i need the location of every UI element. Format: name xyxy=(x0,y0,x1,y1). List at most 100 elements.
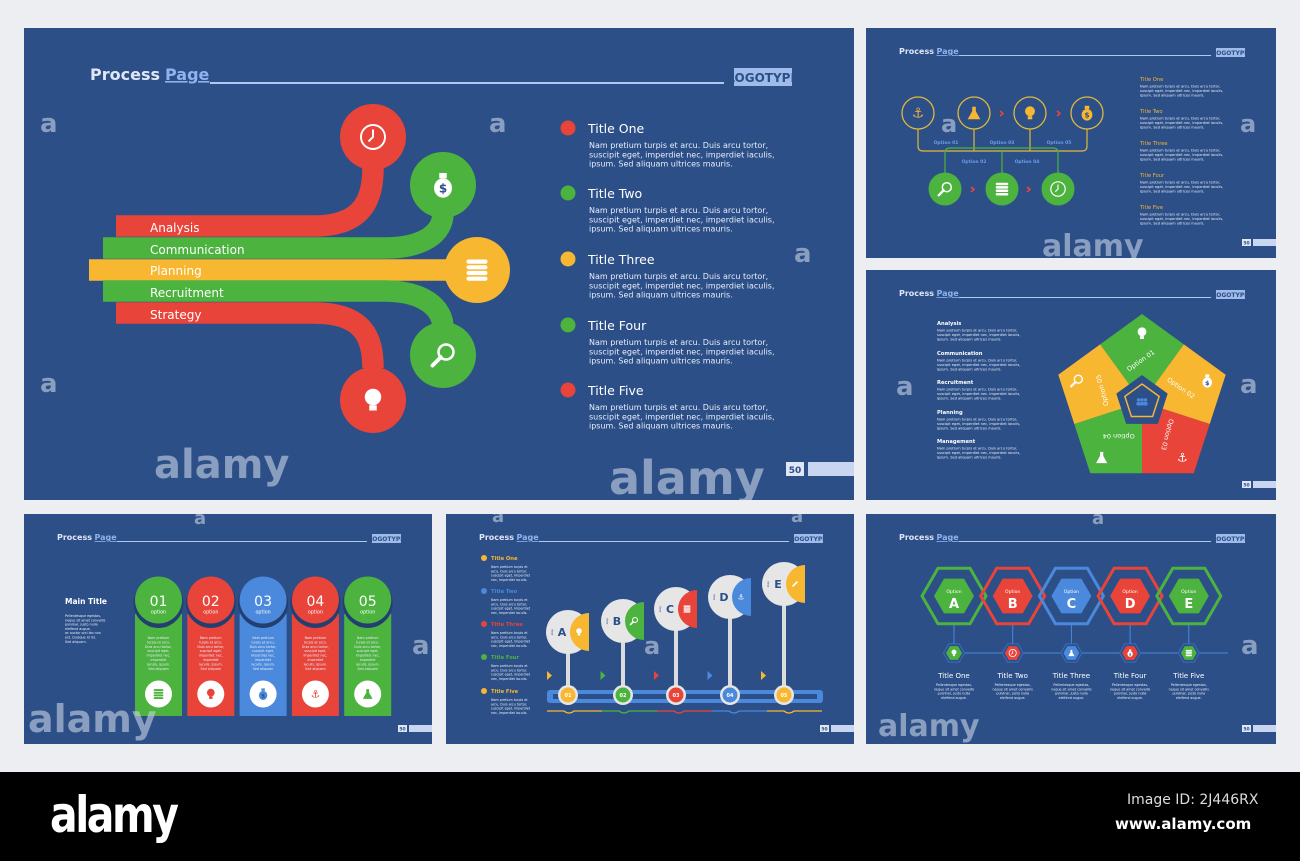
hex-option-label: Option xyxy=(1064,589,1079,595)
column-number: 04 xyxy=(306,594,324,610)
coin xyxy=(995,192,1009,196)
watermark: a xyxy=(194,514,206,529)
body-text-line: iaculis, ipsum. xyxy=(147,662,171,666)
anchor-icon: ⚓ xyxy=(1177,451,1188,465)
header-process: Process xyxy=(479,533,514,542)
search-icon xyxy=(937,181,953,197)
step-underline xyxy=(767,710,822,714)
hex-option-label: Option xyxy=(946,589,961,595)
body-text-line: suscipit eget, xyxy=(357,649,379,653)
logotype: LOGOTYPE xyxy=(791,536,827,543)
step-stem xyxy=(782,602,786,690)
item-title: Title One xyxy=(1139,77,1163,83)
body-text-line: Nam pretium turpis et arcu. Duis arcu to… xyxy=(1140,149,1220,153)
step-arrow xyxy=(761,671,766,680)
logotype: LOGOTYPE xyxy=(727,71,798,85)
coin xyxy=(683,609,691,611)
body-text-line: Pellentesque egestas, xyxy=(1053,683,1089,687)
coins-icon xyxy=(1185,649,1192,657)
watermark: a xyxy=(412,631,430,661)
page-bar xyxy=(808,462,854,476)
body xyxy=(1136,402,1141,406)
column-option-label: option xyxy=(360,610,375,616)
item-title: Title Three xyxy=(491,622,523,628)
body-text-line: Nam pretium turpis et arcu. Duis arcu to… xyxy=(589,403,768,412)
pencil xyxy=(792,581,798,587)
coin xyxy=(1185,653,1192,655)
site-url: www.alamy.com xyxy=(1115,815,1252,833)
page-number-box xyxy=(820,725,829,732)
body-text-line: ipsum. Sed aliquam ultrices mauris. xyxy=(937,426,1002,430)
body-text-line: pulvinar, justo nulla xyxy=(938,692,971,696)
body-text-line: nec, imperdiet iaculis. xyxy=(491,578,527,582)
body-text-line: Nam pretium xyxy=(305,636,327,640)
body-text-line: Pellentesque egestas, xyxy=(1112,683,1148,687)
coin xyxy=(153,691,164,694)
bag xyxy=(1127,650,1133,657)
bag xyxy=(1202,377,1213,388)
watermark: a xyxy=(794,239,812,269)
lens xyxy=(437,343,455,361)
head xyxy=(1143,398,1148,402)
logotype: LOGOTYPE xyxy=(369,536,405,543)
step-number: 05 xyxy=(781,693,788,699)
watermark: a xyxy=(40,369,58,399)
body-text-line: imperdiet xyxy=(203,658,220,662)
body xyxy=(1139,402,1145,406)
logotype: LOGOTYPE xyxy=(1213,50,1249,57)
body-text-line: Nam pretium turpis et xyxy=(491,598,528,602)
body-text-line: Nam pretium turpis et arcu. Duis arcu to… xyxy=(589,141,768,150)
body-text-line: ac auctor orci leo non xyxy=(65,631,101,635)
body xyxy=(1143,402,1148,406)
body-text-line: Pellentesque egestas, xyxy=(995,683,1031,687)
branch-band xyxy=(103,280,454,329)
lightbulb-icon xyxy=(1025,106,1035,120)
step-stem xyxy=(674,627,678,690)
step-arrow xyxy=(600,671,606,680)
body-text-line: turpis et arcu. xyxy=(304,640,327,644)
money-bag-icon: $ xyxy=(434,173,452,198)
coin xyxy=(683,605,691,607)
column-number: 05 xyxy=(359,594,377,610)
body-text-line: Nam pretium turpis et arcu. Duis arcu to… xyxy=(1140,117,1220,121)
coin xyxy=(995,189,1009,193)
body-text-line: suscipit eget, imperdiet nec, imperdiet … xyxy=(1140,217,1223,221)
page-number: 50 xyxy=(789,466,802,476)
item-title: Title Five xyxy=(1139,205,1163,211)
body-text-line: imperdiet nec, xyxy=(356,654,380,658)
bulb-base xyxy=(209,696,213,699)
option-label: Option 04 xyxy=(1015,159,1040,165)
column-option-label: option xyxy=(151,610,166,616)
step-letter: D xyxy=(719,591,728,604)
body-text-line: suscipit eget, imperdiet nec, imperdiet … xyxy=(1140,185,1223,189)
bullet-dot xyxy=(481,621,487,627)
bulb xyxy=(951,649,957,655)
step-color xyxy=(678,590,697,628)
body-text-line: suscipit eget, imperdiet xyxy=(491,673,531,677)
option-circle xyxy=(985,172,1019,206)
body-text-line: iaculis, ipsum. xyxy=(304,662,328,666)
item-title: Title Four xyxy=(1139,173,1165,179)
coin xyxy=(1185,654,1192,657)
body-text-line: Nam pretium turpis et arcu. Duis arcu to… xyxy=(937,329,1017,333)
bulb xyxy=(1137,327,1147,337)
hex-title: Title One xyxy=(937,672,969,680)
lightbulb-icon xyxy=(364,388,382,411)
bag-top xyxy=(261,688,265,691)
body-text-line: pulvinar, justo nulla xyxy=(65,623,98,627)
item-title: Communication xyxy=(937,351,983,357)
step-number-circle xyxy=(668,687,684,703)
header-page: Page xyxy=(937,289,960,298)
branch-label: Communication xyxy=(150,243,245,257)
body-text-line: Nam pretium turpis et arcu. Duis arcu to… xyxy=(589,338,768,347)
lightbulb-icon xyxy=(206,688,215,699)
coin xyxy=(153,697,164,700)
coin xyxy=(1185,651,1192,653)
body-text-line: arcu. Duis arcu tortor, xyxy=(491,668,527,672)
step-bubble xyxy=(708,575,751,619)
body-text-line: ipsum. Sed aliquam ultrices mauris. xyxy=(1140,125,1205,129)
step-color xyxy=(625,602,644,640)
body-text-line: pulvinar, justo nulla xyxy=(1114,692,1147,696)
logotype-box xyxy=(1216,290,1245,299)
anchor-icon: ⚓ xyxy=(738,593,745,602)
